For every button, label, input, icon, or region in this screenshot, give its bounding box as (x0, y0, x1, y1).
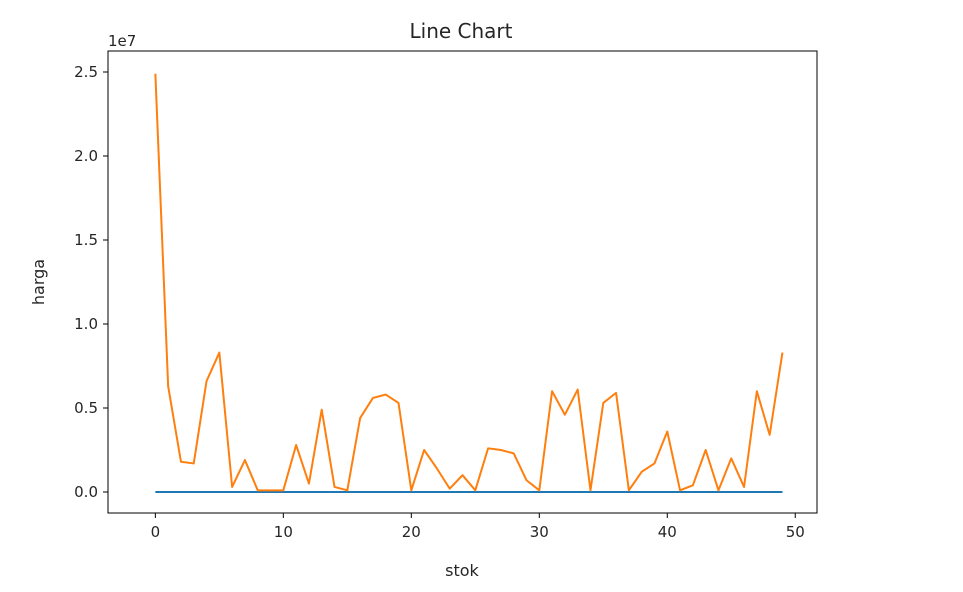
chart-title: Line Chart (410, 19, 513, 43)
plot-series (154, 73, 784, 493)
y-axis: 0.0 0.5 1.0 1.5 2.0 2.5 (74, 63, 108, 501)
x-tick-label: 40 (658, 523, 677, 541)
x-axis-label: stok (445, 561, 479, 580)
x-tick-label: 20 (402, 523, 421, 541)
plot-frame (107, 50, 818, 514)
x-tick-label: 50 (786, 523, 805, 541)
y-tick-label: 2.0 (74, 147, 98, 165)
y-tick-label: 1.5 (74, 231, 98, 249)
series-line-2 (154, 73, 784, 492)
x-tick-label: 30 (530, 523, 549, 541)
x-axis: 0 10 20 30 40 50 (151, 513, 805, 541)
y-tick-label: 0.0 (74, 483, 98, 501)
y-tick-label: 2.5 (74, 63, 98, 81)
x-tick-label: 0 (151, 523, 161, 541)
y-offset-text: 1e7 (108, 32, 136, 50)
y-tick-label: 0.5 (74, 399, 98, 417)
x-tick-label: 10 (274, 523, 293, 541)
y-tick-label: 1.0 (74, 315, 98, 333)
y-axis-label: harga (29, 259, 48, 305)
